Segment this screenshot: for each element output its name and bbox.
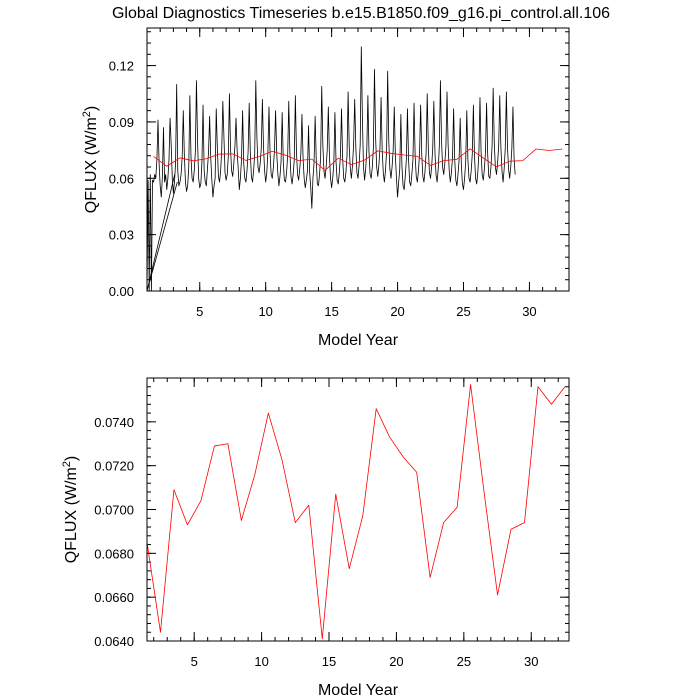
y-axis-label: QFLUX (W/m2) [61,456,80,563]
x-tick-label: 15 [324,304,338,319]
y-tick-label: 0.0660 [94,590,134,605]
y-axis-label-base: QFLUX (W/m [63,467,80,563]
x-axis-label: Model Year [318,682,399,699]
series-line-annual [153,148,563,171]
x-tick-label: 15 [322,654,336,669]
x-tick-label: 30 [524,654,538,669]
y-tick-label: 0.0680 [94,546,134,561]
bottom-panel: 5 10 15 20 25 30 0.0640 0.0660 0.0680 0.0700 0.072… [61,377,570,699]
y-tick-label: 0.06 [109,171,134,186]
y-axis-label-end: ) [63,456,80,461]
y-tick-label: 0.0740 [94,415,134,430]
y-tick-label: 0.03 [109,228,134,243]
data-layer [147,384,566,640]
x-axis-label: Model Year [318,332,399,349]
x-tick-label: 10 [254,654,268,669]
chart-title: Global Diagnostics Timeseries b.e15.B185… [112,5,610,22]
y-tick-label: 0.09 [109,115,134,130]
plot-frame [146,27,570,292]
y-axis-label-end: ) [83,106,100,111]
series-line-monthly [147,46,516,291]
x-tick-label: 20 [390,304,404,319]
series-line-annual [147,384,566,640]
data-layer [147,46,563,291]
x-tick-label: 30 [522,304,536,319]
x-tick-label: 20 [389,654,403,669]
y-axis-label: QFLUX (W/m2) [81,106,100,213]
y-tick-label: 0.0700 [94,503,134,518]
x-tick-label: 10 [258,304,272,319]
x-tick-label: 5 [191,654,198,669]
top-panel: 5 10 15 20 25 30 0.00 0.03 0.06 0.09 0.12 Model Yea… [81,27,570,349]
y-tick-label: 0.0640 [94,634,134,649]
x-tick-label: 5 [196,304,203,319]
plot-frame [146,377,570,642]
y-axis-label-base: QFLUX (W/m [83,117,100,213]
y-axis-label-superscript: 2 [61,461,73,467]
x-tick-label: 25 [457,654,471,669]
series-line-monthly-startup [147,174,178,291]
y-tick-label: 0.12 [109,59,134,74]
x-tick-label: 25 [456,304,470,319]
y-tick-label: 0.0720 [94,459,134,474]
y-tick-label: 0.00 [109,284,134,299]
y-axis-label-superscript: 2 [81,111,93,117]
